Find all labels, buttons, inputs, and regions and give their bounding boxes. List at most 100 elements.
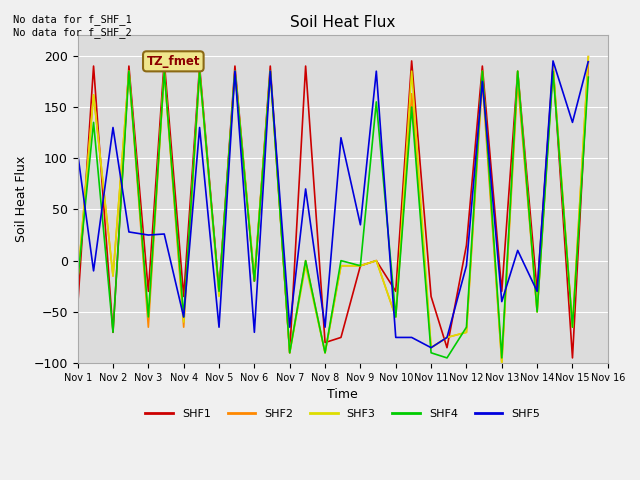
SHF1 — [266, 63, 274, 69]
SHF3 — [463, 329, 470, 335]
SHF2 — [392, 314, 399, 320]
SHF3 — [392, 314, 399, 320]
SHF1 — [372, 258, 380, 264]
SHF2 — [463, 329, 470, 335]
SHF1 — [408, 58, 415, 64]
SHF1 — [321, 340, 329, 346]
SHF3 — [180, 319, 188, 325]
SHF3 — [443, 335, 451, 340]
Line: SHF3: SHF3 — [77, 56, 588, 363]
SHF5 — [90, 268, 97, 274]
SHF4 — [584, 73, 592, 79]
SHF2 — [250, 278, 258, 284]
SHF5 — [372, 68, 380, 74]
SHF3 — [568, 324, 576, 330]
SHF5 — [215, 324, 223, 330]
Line: SHF2: SHF2 — [77, 56, 588, 363]
SHF2 — [337, 263, 345, 269]
Line: SHF1: SHF1 — [77, 61, 588, 358]
SHF1 — [145, 288, 152, 294]
SHF2 — [180, 324, 188, 330]
SHF2 — [443, 335, 451, 340]
SHF4 — [231, 68, 239, 74]
SHF4 — [266, 68, 274, 74]
Title: Soil Heat Flux: Soil Heat Flux — [290, 15, 396, 30]
SHF5 — [161, 231, 168, 237]
SHF3 — [109, 273, 117, 279]
SHF1 — [479, 63, 486, 69]
SHF5 — [145, 232, 152, 238]
SHF3 — [145, 314, 152, 320]
SHF3 — [337, 263, 345, 269]
Line: SHF4: SHF4 — [77, 71, 588, 358]
SHF5 — [514, 248, 522, 253]
SHF5 — [479, 79, 486, 84]
SHF4 — [372, 99, 380, 105]
SHF4 — [302, 258, 310, 264]
SHF1 — [161, 58, 168, 64]
SHF3 — [356, 263, 364, 269]
SHF4 — [443, 355, 451, 361]
SHF3 — [408, 68, 415, 74]
SHF5 — [463, 263, 470, 269]
SHF2 — [161, 68, 168, 74]
SHF1 — [180, 294, 188, 300]
SHF3 — [286, 350, 294, 356]
SHF4 — [74, 278, 81, 284]
SHF2 — [498, 360, 506, 366]
SHF3 — [514, 68, 522, 74]
Line: SHF5: SHF5 — [77, 61, 588, 348]
SHF1 — [549, 63, 557, 69]
SHF5 — [568, 120, 576, 125]
SHF1 — [498, 288, 506, 294]
SHF2 — [286, 350, 294, 356]
SHF1 — [250, 278, 258, 284]
Text: TZ_fmet: TZ_fmet — [147, 55, 200, 68]
SHF1 — [302, 63, 310, 69]
SHF1 — [568, 355, 576, 361]
SHF1 — [125, 63, 132, 69]
SHF4 — [463, 324, 470, 330]
SHF5 — [337, 135, 345, 141]
SHF4 — [145, 314, 152, 320]
Legend: SHF1, SHF2, SHF3, SHF4, SHF5: SHF1, SHF2, SHF3, SHF4, SHF5 — [141, 404, 545, 423]
SHF5 — [180, 314, 188, 320]
Y-axis label: Soil Heat Flux: Soil Heat Flux — [15, 156, 28, 242]
SHF3 — [428, 345, 435, 350]
SHF1 — [196, 63, 204, 69]
SHF2 — [125, 68, 132, 74]
SHF4 — [356, 263, 364, 269]
SHF5 — [584, 58, 592, 64]
SHF5 — [302, 186, 310, 192]
SHF3 — [549, 63, 557, 69]
SHF5 — [356, 222, 364, 228]
SHF5 — [408, 335, 415, 340]
SHF4 — [250, 278, 258, 284]
Text: No data for f_SHF_1
No data for f_SHF_2: No data for f_SHF_1 No data for f_SHF_2 — [13, 14, 132, 38]
SHF2 — [266, 68, 274, 74]
SHF1 — [231, 63, 239, 69]
SHF5 — [231, 68, 239, 74]
SHF3 — [196, 68, 204, 74]
SHF3 — [584, 53, 592, 59]
SHF1 — [337, 335, 345, 340]
SHF4 — [479, 68, 486, 74]
SHF4 — [568, 324, 576, 330]
SHF3 — [250, 273, 258, 279]
SHF4 — [321, 350, 329, 356]
SHF2 — [408, 91, 415, 96]
SHF3 — [302, 263, 310, 269]
SHF1 — [584, 58, 592, 64]
SHF3 — [90, 92, 97, 97]
SHF4 — [215, 288, 223, 294]
SHF5 — [74, 150, 81, 156]
SHF1 — [392, 288, 399, 294]
SHF4 — [90, 120, 97, 125]
SHF3 — [479, 68, 486, 74]
SHF2 — [215, 288, 223, 294]
SHF2 — [549, 63, 557, 69]
SHF2 — [514, 79, 522, 84]
SHF5 — [392, 335, 399, 340]
SHF2 — [109, 273, 117, 279]
SHF4 — [161, 68, 168, 74]
